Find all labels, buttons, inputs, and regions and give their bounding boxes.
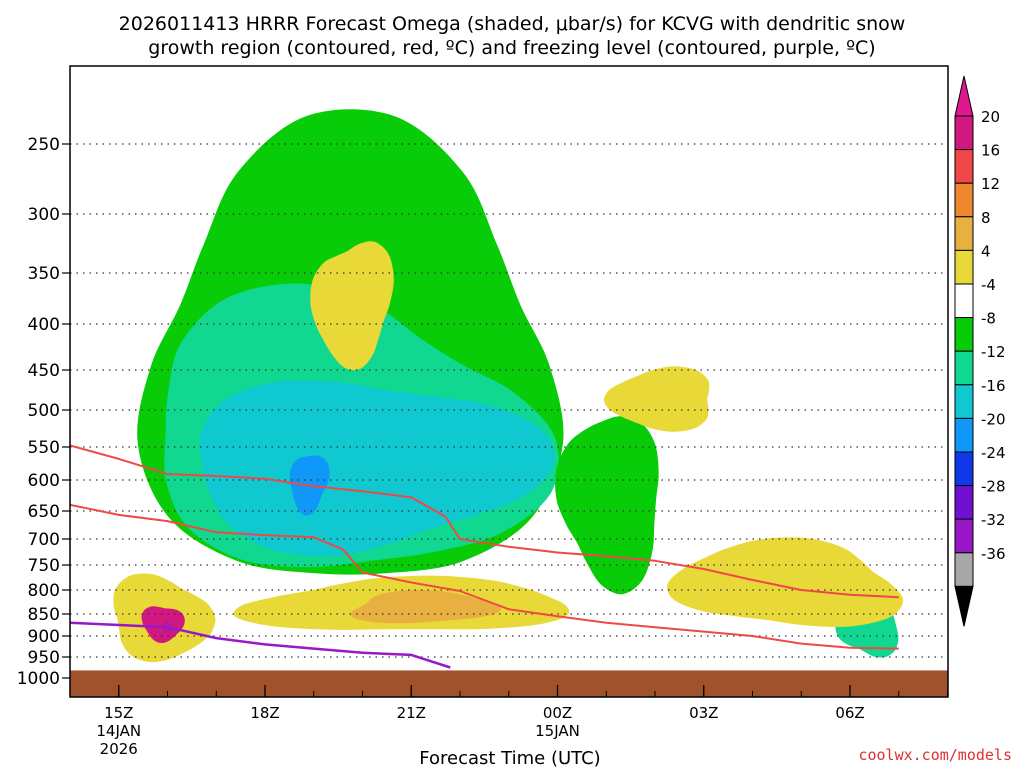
omega-region-downward-motion-low-max — [350, 590, 501, 624]
colorbar-swatch--32 — [954, 518, 974, 554]
colorbar-swatch-8 — [954, 216, 974, 251]
y-tick-label-450: 450 — [28, 361, 60, 381]
y-tick-label-750: 750 — [28, 556, 60, 576]
y-tick-label-1000: 1000 — [17, 669, 60, 689]
x-tick-date-00Z: 15JAN — [535, 722, 580, 740]
colorbar-label-20: 20 — [981, 108, 1000, 126]
colorbar-swatch-16 — [954, 149, 974, 184]
colorbar-swatch--4 — [954, 283, 974, 319]
omega-region-downward-motion-15z-core — [141, 606, 185, 643]
x-tick-label-18Z: 18Z — [250, 704, 279, 722]
colorbar-label-8: 8 — [981, 209, 991, 227]
colorbar-label-4: 4 — [981, 242, 991, 260]
y-tick-label-700: 700 — [28, 530, 60, 550]
x-tick-label-06Z: 06Z — [835, 704, 864, 722]
colorbar-swatch--16 — [954, 384, 974, 419]
chart-title-line-1: 2026011413 HRRR Forecast Omega (shaded, … — [119, 13, 906, 35]
colorbar-label--16: -16 — [981, 377, 1006, 395]
y-tick-label-500: 500 — [28, 401, 60, 421]
x-tick-label-21Z: 21Z — [397, 704, 426, 722]
colorbar-swatch-4 — [954, 249, 974, 285]
omega-region-downward-motion-late — [603, 366, 710, 432]
contour-minus-18C — [70, 503, 899, 650]
x-tick-date-15Z: 14JAN — [96, 722, 141, 740]
colorbar-swatch--36 — [954, 552, 974, 587]
x-tick-label-03Z: 03Z — [689, 704, 718, 722]
colorbar-swatch--24 — [954, 451, 974, 487]
y-tick-label-350: 350 — [28, 264, 60, 284]
colorbar-swatch-12 — [954, 182, 974, 218]
colorbar-swatch--12 — [954, 350, 974, 386]
colorbar-label--24: -24 — [981, 444, 1006, 462]
y-tick-label-950: 950 — [28, 648, 60, 668]
plot-area — [70, 66, 948, 697]
y-tick-label-550: 550 — [28, 438, 60, 458]
colorbar-label-12: 12 — [981, 175, 1000, 193]
colorbar-swatch--28 — [954, 485, 974, 520]
colorbar-label--12: -12 — [981, 343, 1006, 361]
colorbar-label-16: 16 — [981, 142, 1000, 160]
omega-region-upward-motion-late — [555, 416, 659, 595]
y-tick-label-850: 850 — [28, 605, 60, 625]
colorbar-label--36: -36 — [981, 545, 1006, 563]
colorbar-label--28: -28 — [981, 478, 1006, 496]
colorbar-label--20: -20 — [981, 410, 1006, 428]
y-tick-label-600: 600 — [28, 471, 60, 491]
colorbar-swatch--8 — [954, 317, 974, 352]
colorbar-top-cap — [954, 75, 974, 117]
y-tick-label-650: 650 — [28, 502, 60, 522]
y-tick-label-250: 250 — [28, 135, 60, 155]
contour-0C — [70, 621, 451, 669]
credit-link[interactable]: coolwx.com/models — [858, 746, 1012, 764]
colorbar: 20 16 12 8 4 -4 -8 -12 -16 -20 -24 -28 -32 -36 — [954, 75, 1006, 627]
y-tick-label-800: 800 — [28, 581, 60, 601]
contour-minus-12C — [70, 444, 899, 599]
axis-layer: 2503003504004505005506006507007508008509… — [17, 65, 949, 758]
omega-region-downward-motion-03z-06z — [667, 537, 904, 628]
colorbar-swatch--20 — [954, 417, 974, 453]
x-tick-year-15Z: 2026 — [100, 740, 138, 758]
colorbar-label--4: -4 — [981, 276, 996, 294]
colorbar-swatch-20 — [954, 115, 974, 151]
freezing-level-marker — [162, 622, 173, 632]
colorbar-bottom-cap — [954, 585, 974, 627]
y-tick-label-900: 900 — [28, 627, 60, 647]
chart-title-line-2: growth region (contoured, red, ºC) and f… — [148, 37, 875, 59]
colorbar-label--8: -8 — [981, 310, 996, 328]
x-axis-label: Forecast Time (UTC) — [419, 748, 600, 768]
x-tick-label-15Z: 15Z — [104, 704, 133, 722]
colorbar-label--32: -32 — [981, 511, 1006, 529]
omega-region-upward-motion-core — [199, 379, 555, 557]
x-tick-label-00Z: 00Z — [543, 704, 572, 722]
y-tick-label-400: 400 — [28, 315, 60, 335]
y-tick-label-300: 300 — [28, 205, 60, 225]
